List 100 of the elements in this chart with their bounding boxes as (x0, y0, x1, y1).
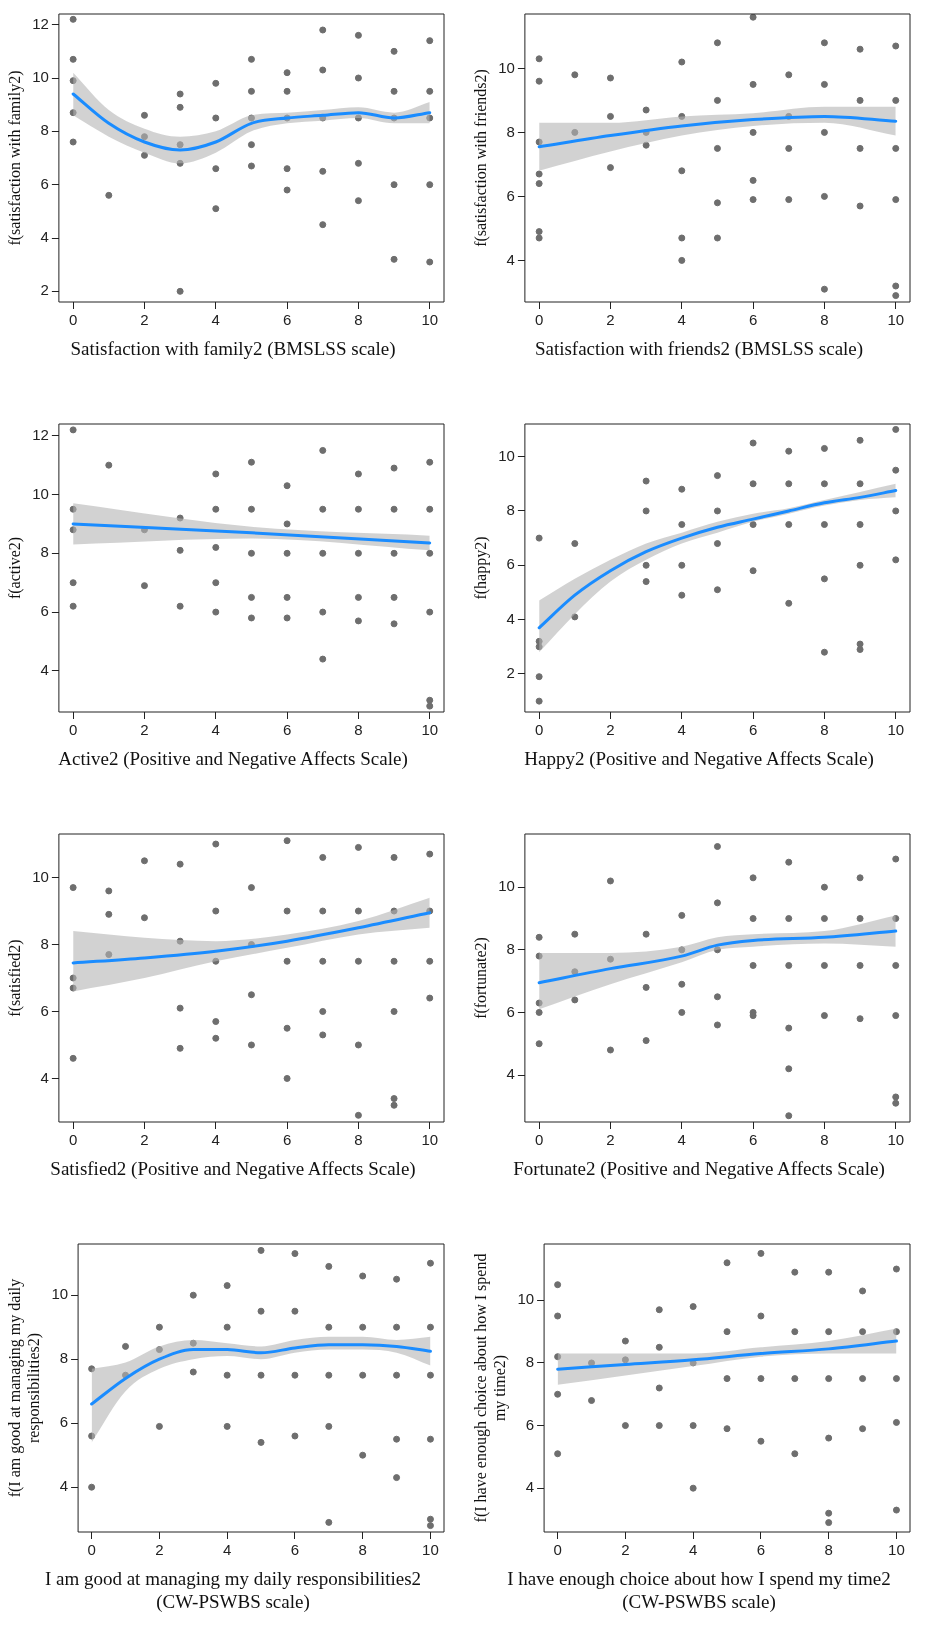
x-tick-label: 4 (211, 1131, 220, 1149)
x-tick-label: 0 (68, 721, 78, 739)
y-axis-title: f(satisfaction with friends2) (471, 69, 490, 247)
x-axis-title: I am good at managing my daily responsibilities2 (CW-PSWBS scale) (43, 1567, 423, 1613)
y-axis-title: f(fortunate2) (471, 937, 490, 1019)
y-tick-label: 12 (32, 425, 49, 443)
y-axis-title: f(I have enough choice about how I spend my time2) (471, 1253, 509, 1523)
x-tick-label: 6 (290, 1541, 300, 1559)
y-tick-label: 10 (51, 1285, 69, 1303)
y-tick-label: 12 (32, 14, 49, 32)
x-tick-label: 4 (211, 311, 220, 329)
x-tick-label: 8 (820, 311, 829, 329)
x-tick-label: 0 (534, 311, 544, 329)
x-tick-label: 6 (756, 1541, 766, 1559)
y-tick-label: 6 (40, 174, 49, 192)
x-tick-label: 2 (140, 1131, 149, 1149)
y-axis-title: f(I am good at managing my daily responsibilities2) (5, 1278, 43, 1498)
y-tick-label: 10 (32, 484, 49, 502)
x-tick-label: 4 (677, 311, 686, 329)
x-tick-label: 6 (282, 311, 292, 329)
x-axis-title: Active2 (Positive and Negative Affects Scale) (57, 747, 409, 770)
x-tick-label: 8 (358, 1541, 367, 1559)
y-tick-label: 6 (506, 186, 515, 204)
x-tick-label: 0 (534, 721, 544, 739)
x-tick-label: 6 (748, 721, 758, 739)
x-tick-label: 8 (354, 1131, 363, 1149)
y-tick-label: 10 (498, 877, 515, 895)
y-tick-label: 8 (59, 1349, 69, 1367)
x-axis-title: Satisfaction with friends2 (BMSLSS scale) (533, 337, 865, 360)
y-tick-label: 4 (525, 1478, 535, 1496)
x-tick-label: 2 (621, 1541, 630, 1559)
x-tick-label: 10 (887, 721, 905, 739)
y-axis-title: f(active2) (5, 536, 24, 600)
x-tick-label: 8 (354, 721, 363, 739)
x-tick-label: 2 (155, 1541, 164, 1559)
y-tick-label: 8 (40, 934, 49, 952)
x-tick-label: 10 (888, 1541, 905, 1559)
y-tick-label: 4 (506, 250, 515, 268)
y-tick-label: 4 (40, 661, 49, 678)
y-tick-label: 4 (40, 228, 49, 246)
x-tick-label: 8 (354, 311, 363, 329)
y-tick-label: 10 (517, 1290, 535, 1308)
x-tick-label: 0 (68, 1131, 78, 1149)
x-axis-title: Happy2 (Positive and Negative Affects Scale) (523, 747, 875, 770)
y-tick-label: 4 (506, 1065, 515, 1083)
y-tick-label: 8 (525, 1353, 535, 1371)
y-tick-label: 4 (59, 1477, 69, 1495)
x-tick-label: 8 (824, 1541, 833, 1559)
y-tick-label: 6 (40, 1001, 49, 1019)
y-tick-label: 4 (40, 1068, 49, 1086)
x-tick-label: 0 (534, 1131, 544, 1149)
x-tick-label: 6 (282, 721, 292, 739)
y-tick-label: 8 (506, 501, 515, 519)
y-tick-label: 8 (40, 543, 49, 561)
y-tick-label: 8 (40, 121, 49, 139)
x-tick-label: 2 (606, 721, 615, 739)
y-tick-label: 8 (506, 122, 515, 140)
x-tick-label: 10 (421, 311, 439, 329)
x-axis-title: Fortunate2 (Positive and Negative Affects Scale) (512, 1157, 886, 1180)
x-tick-label: 6 (748, 1131, 758, 1149)
y-axis-title: f(satisfaction with family2) (5, 70, 24, 246)
x-tick-label: 4 (211, 721, 220, 739)
y-tick-label: 6 (40, 602, 49, 620)
y-axis-title: f(happy2) (471, 536, 490, 600)
y-tick-label: 10 (32, 68, 49, 86)
x-tick-label: 2 (606, 311, 615, 329)
x-axis-title: I have enough choice about how I spend my time2 (CW-PSWBS scale) (506, 1567, 892, 1613)
x-tick-label: 2 (140, 311, 149, 329)
y-tick-label: 8 (506, 939, 515, 957)
y-tick-label: 2 (40, 281, 49, 299)
x-tick-label: 6 (748, 311, 758, 329)
x-tick-label: 0 (68, 311, 78, 329)
x-axis-title: Satisfied2 (Positive and Negative Affects Scale) (49, 1157, 417, 1180)
y-axis-title: f(satisfied2) (5, 939, 24, 1017)
y-tick-label: 6 (506, 555, 515, 573)
x-tick-label: 10 (887, 311, 905, 329)
y-tick-label: 10 (498, 446, 515, 464)
x-tick-label: 8 (820, 721, 829, 739)
x-tick-label: 4 (688, 1541, 698, 1559)
x-axis-title: Satisfaction with family2 (BMSLSS scale) (69, 337, 397, 360)
x-tick-label: 4 (222, 1541, 232, 1559)
x-tick-label: 10 (421, 721, 439, 739)
x-tick-label: 0 (553, 1541, 562, 1559)
x-tick-label: 0 (87, 1541, 96, 1559)
y-tick-label: 2 (506, 664, 515, 682)
y-tick-label: 4 (506, 609, 515, 627)
x-tick-label: 2 (606, 1131, 615, 1149)
x-tick-label: 8 (820, 1131, 829, 1149)
x-tick-label: 10 (887, 1131, 905, 1149)
x-tick-label: 10 (421, 1131, 439, 1149)
y-tick-label: 6 (525, 1415, 535, 1433)
y-tick-label: 6 (506, 1002, 515, 1020)
y-tick-label: 6 (59, 1413, 69, 1431)
x-tick-label: 6 (282, 1131, 292, 1149)
y-tick-label: 10 (498, 58, 515, 76)
x-tick-label: 4 (677, 721, 686, 739)
x-tick-label: 10 (422, 1541, 439, 1559)
x-tick-label: 4 (677, 1131, 686, 1149)
x-tick-label: 2 (140, 721, 149, 739)
y-tick-label: 10 (32, 867, 49, 885)
